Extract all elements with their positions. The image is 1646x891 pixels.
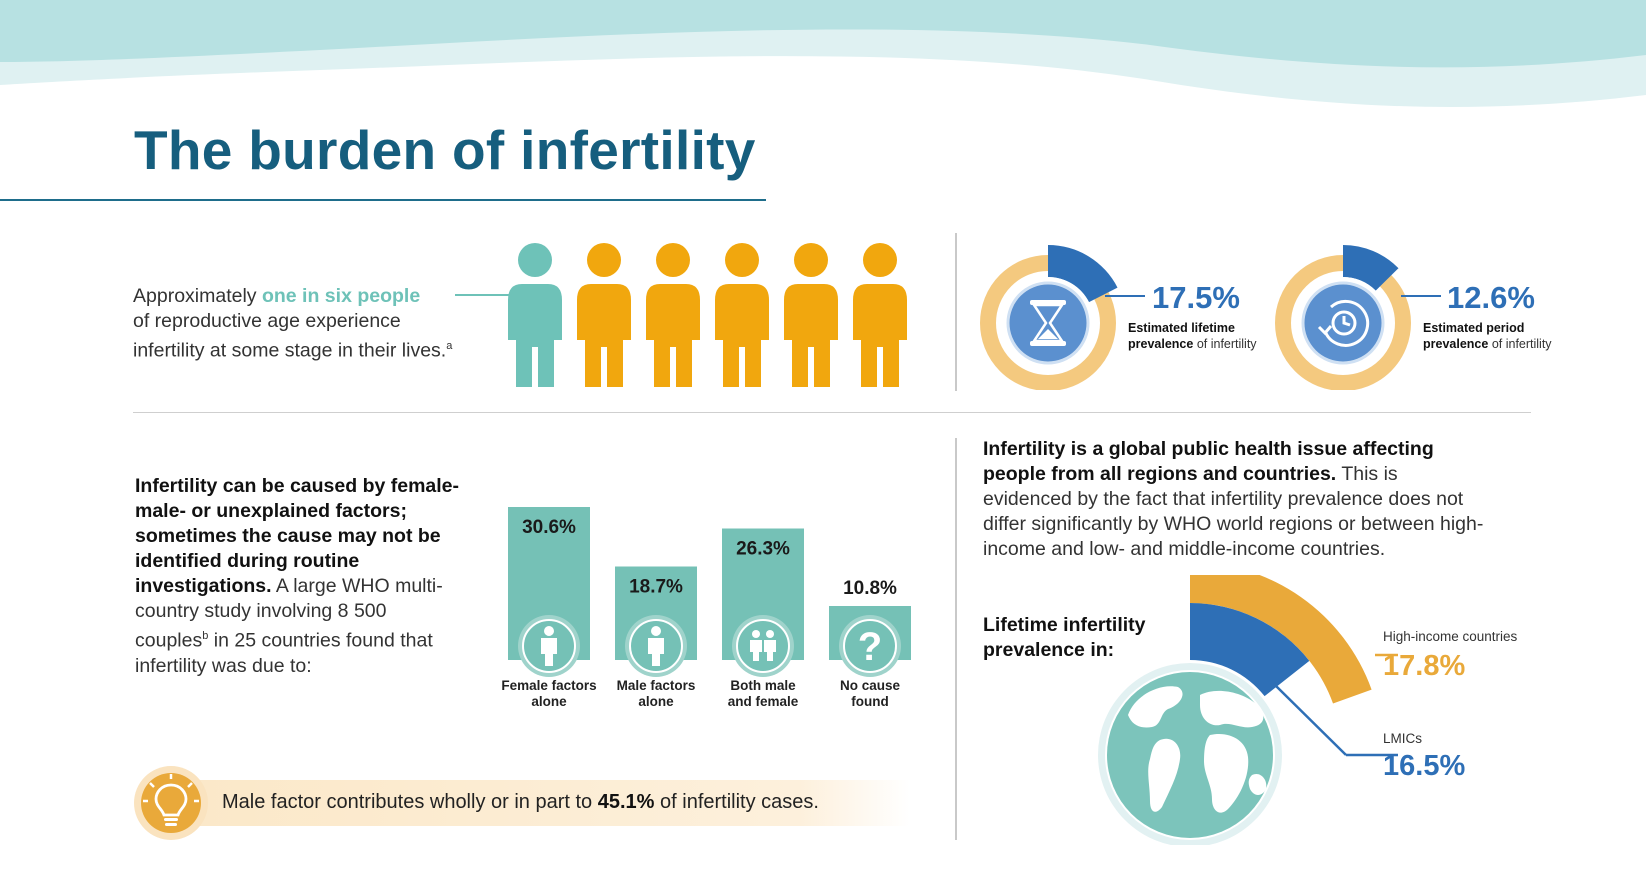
person-icon [784,243,838,387]
lmic-label: LMICs [1383,731,1423,746]
one-in-six-highlight: one in six people [261,285,421,307]
lifetime-caption-bold: Estimated lifetime prevalence [1128,321,1235,351]
person-icon [508,243,562,387]
bar-category-label: and female [728,694,799,709]
bar-value-label: 10.8% [843,578,897,599]
callout-suffix: of infertility cases. [654,791,819,813]
bar-value-label: 26.3% [736,539,790,560]
horizontal-divider [133,412,1531,413]
lifetime-prevalence-donut [980,245,1118,390]
causes-text-rest-2: in 25 countries found that infertility w… [135,629,433,677]
global-text-bold: Infertility is a global public health is… [983,438,1434,485]
svg-text:?: ? [858,625,882,669]
callout-text: Male factor contributes wholly or in par… [222,791,819,814]
period-prevalence-caption: Estimated period prevalence of infertili… [1423,320,1563,352]
people-connector-line [455,294,511,296]
period-caption-bold: Estimated period prevalence [1423,321,1525,351]
one-in-six-prefix: Approximately [133,285,262,307]
bar-category-label: Female factors [501,678,596,693]
bar-category-label: alone [638,694,674,709]
person-icon [715,243,769,387]
global-text-rest: This is evidenced by the fact that infer… [983,463,1484,560]
hourglass-glyph [1030,300,1066,346]
lifetime-prevalence-caption: Estimated lifetime prevalence of inferti… [1128,320,1268,352]
callout-prefix: Male factor contributes wholly or in par… [222,791,598,813]
footnote-a: a [446,340,453,352]
clock-glyph [1317,299,1370,347]
footnote-b: b [202,630,209,642]
lifetime-connector [1105,295,1145,297]
people-figures [508,243,907,387]
global-text: Infertility is a global public health is… [983,437,1488,562]
period-caption-rest: of infertility [1491,337,1552,351]
male-icon [625,615,687,677]
period-connector [1401,295,1441,297]
high-income-arc [1190,575,1372,704]
one-in-six-text: Approximately one in six people of repro… [133,284,483,364]
causes-text: Infertility can be caused by female- mal… [135,474,465,679]
lightbulb-icon [134,766,208,840]
lmic-leader [1274,684,1347,756]
bar-category-label: found [851,694,888,709]
title-underline [0,199,766,201]
causes-text-rest-1: A large WHO multi-country study involvin… [135,575,443,652]
lmic-arc [1190,603,1310,697]
top-vertical-divider [955,233,957,391]
person-icon [853,243,907,387]
bar-value-label: 30.6% [522,517,576,538]
high-income-value: 17.8% [1383,650,1466,682]
hourglass-icon [1006,281,1090,365]
lmic-value: 16.5% [1383,750,1466,782]
lifetime-prevalence-arc [1048,245,1118,303]
bar-category-label: Both male [730,678,796,693]
bar-category-label: No cause [840,678,901,693]
globe-continents [1128,686,1267,813]
question-icon: ? [839,615,901,677]
bar-category-label: alone [531,694,567,709]
high-income-label: High-income countries [1383,629,1518,644]
callout-banner [175,780,910,826]
person-icon [577,243,631,387]
causes-text-bold: Infertility can be caused by female- mal… [135,475,460,597]
one-in-six-line3: infertility at some stage in their lives… [133,339,447,362]
bottom-vertical-divider [955,438,957,840]
one-in-six-line2: of reproductive age experience [133,310,401,332]
female-icon [518,615,580,677]
period-prevalence-arc [1343,245,1399,291]
callout-value: 45.1% [597,791,655,813]
bar-value-label: 18.7% [629,577,683,598]
couple-icon [732,615,794,677]
globe-prevalence-graphic [1098,575,1398,845]
lifetime-prevalence-value: 17.5% [1152,280,1240,315]
period-prevalence-value: 12.6% [1447,280,1535,315]
person-icon [646,243,700,387]
lifetime-caption-rest: of infertility [1196,337,1257,351]
page-title: The burden of infertility [134,119,756,181]
period-prevalence-donut [1275,245,1411,390]
lifetime-prevalence-label: Lifetime infertility prevalence in: [983,614,1146,661]
header-wave-decoration [0,0,1646,107]
bar-category-label: Male factors [617,678,696,693]
